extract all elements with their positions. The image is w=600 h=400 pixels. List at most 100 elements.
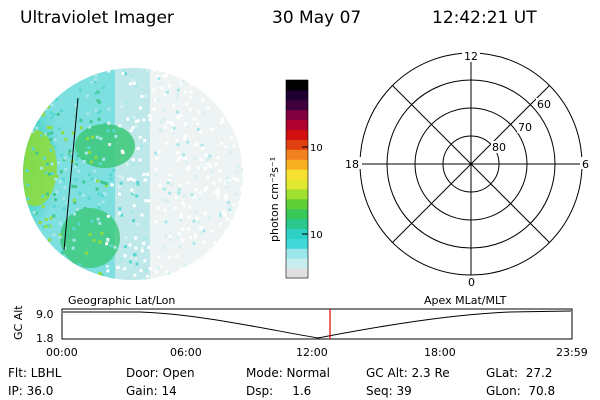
noise-speck xyxy=(164,220,168,224)
noise-speck xyxy=(218,95,222,99)
noise-speck xyxy=(186,166,190,170)
noise-speck xyxy=(38,98,42,102)
noise-speck xyxy=(136,119,140,123)
noise-speck xyxy=(107,69,111,73)
noise-speck xyxy=(26,183,30,187)
noise-speck xyxy=(179,274,183,278)
colorbar-scale xyxy=(286,80,308,279)
noise-speck xyxy=(83,68,87,71)
noise-speck xyxy=(121,71,125,75)
noise-speck xyxy=(23,193,26,197)
noise-speck xyxy=(227,201,231,205)
noise-speck xyxy=(57,161,61,165)
noise-speck xyxy=(152,107,156,111)
noise-speck xyxy=(232,176,236,180)
noise-speck xyxy=(183,156,187,160)
noise-speck xyxy=(98,162,102,166)
noise-speck xyxy=(109,244,113,248)
noise-speck xyxy=(179,114,183,117)
terminator-line xyxy=(63,97,79,251)
polar-grid: 12 18 6 0 60 70 80 xyxy=(344,50,592,289)
noise-speck xyxy=(224,83,228,87)
noise-speck xyxy=(26,269,30,273)
noise-speck xyxy=(77,222,81,226)
noise-speck xyxy=(95,135,99,139)
noise-speck xyxy=(63,156,67,160)
xtick-1800: 18:00 xyxy=(424,346,456,359)
noise-speck xyxy=(178,156,182,160)
noise-speck xyxy=(162,118,166,121)
noise-speck xyxy=(162,74,166,78)
noise-speck xyxy=(53,138,57,142)
noise-speck xyxy=(227,179,231,183)
noise-speck xyxy=(240,106,243,110)
noise-speck xyxy=(207,215,211,219)
noise-speck xyxy=(157,78,161,82)
noise-speck xyxy=(94,156,98,160)
noise-speck xyxy=(236,164,240,168)
noise-speck xyxy=(58,235,62,239)
noise-speck xyxy=(65,84,69,88)
uv-image-panel xyxy=(23,68,243,280)
noise-speck xyxy=(190,193,194,197)
glon-info: GLon: 70.8 xyxy=(486,384,556,398)
noise-speck xyxy=(79,126,83,130)
noise-speck xyxy=(230,276,234,280)
noise-speck xyxy=(126,117,130,121)
noise-speck xyxy=(190,82,194,86)
colorbar-segment xyxy=(286,188,308,200)
noise-speck xyxy=(118,207,122,211)
noise-speck xyxy=(45,132,48,136)
noise-speck xyxy=(178,183,182,187)
noise-speck xyxy=(74,184,78,188)
noise-speck xyxy=(144,94,148,98)
noise-speck xyxy=(176,159,180,162)
noise-speck xyxy=(54,198,57,201)
noise-speck xyxy=(234,257,238,260)
noise-speck xyxy=(93,178,97,182)
noise-speck xyxy=(104,192,107,196)
noise-speck xyxy=(44,218,48,221)
noise-speck xyxy=(230,250,234,254)
noise-speck xyxy=(225,72,229,76)
noise-speck xyxy=(86,112,90,116)
noise-speck xyxy=(154,167,158,171)
noise-speck xyxy=(42,255,46,259)
colorbar-segment xyxy=(286,268,308,279)
noise-speck xyxy=(189,95,193,99)
noise-speck xyxy=(198,198,201,202)
noise-speck xyxy=(49,138,53,141)
noise-speck xyxy=(40,166,44,170)
noise-speck xyxy=(181,201,185,204)
noise-speck xyxy=(96,179,100,183)
noise-speck xyxy=(167,84,171,88)
noise-speck xyxy=(142,241,146,245)
noise-speck xyxy=(132,219,135,223)
noise-speck xyxy=(133,273,137,277)
noise-speck xyxy=(169,68,173,72)
noise-speck xyxy=(239,187,243,191)
noise-speck xyxy=(39,103,43,107)
noise-speck xyxy=(192,219,196,223)
noise-speck xyxy=(32,223,36,227)
noise-speck xyxy=(216,191,220,195)
ip-info: IP: 36.0 xyxy=(8,384,54,398)
noise-speck xyxy=(48,80,52,84)
noise-speck xyxy=(124,236,128,239)
noise-speck xyxy=(183,136,187,140)
noise-speck xyxy=(199,158,203,161)
noise-speck xyxy=(203,211,207,215)
noise-speck xyxy=(133,253,137,257)
noise-speck xyxy=(32,111,36,115)
noise-speck xyxy=(226,109,230,113)
noise-speck xyxy=(49,148,53,152)
noise-speck xyxy=(190,271,194,275)
noise-speck xyxy=(136,146,140,150)
noise-speck xyxy=(186,168,190,171)
noise-speck xyxy=(70,151,74,155)
noise-speck xyxy=(230,273,234,277)
noise-speck xyxy=(184,161,188,165)
noise-speck xyxy=(208,85,212,89)
noise-speck xyxy=(71,246,75,250)
noise-speck xyxy=(219,142,223,146)
